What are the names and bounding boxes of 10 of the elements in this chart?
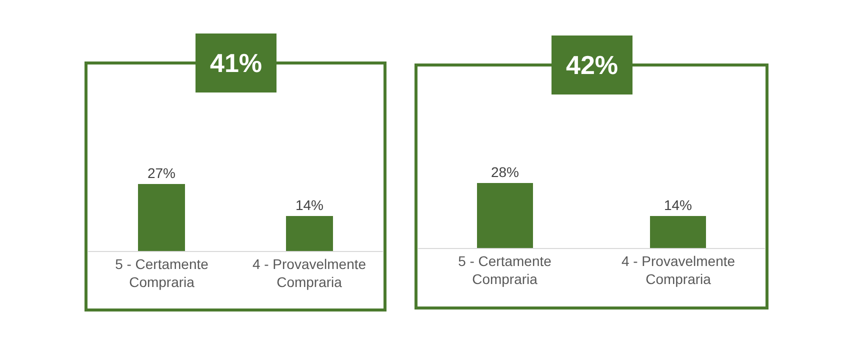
x-tick-label: 4 - Provavelmente Compraria xyxy=(621,252,736,287)
data-label: 14% xyxy=(664,197,692,213)
x-tick-label: 5 - Certamente Compraria xyxy=(458,252,552,287)
chart-title: 42% xyxy=(566,50,618,80)
x-tick-label: 5 - Certamente Compraria xyxy=(115,256,209,290)
data-label: 28% xyxy=(490,164,520,180)
data-label: 14% xyxy=(295,197,324,213)
data-label: 27% xyxy=(147,165,176,181)
x-tick-label: 4 - Provavelmente Compraria xyxy=(252,256,366,290)
chart-title: 41% xyxy=(210,48,262,78)
